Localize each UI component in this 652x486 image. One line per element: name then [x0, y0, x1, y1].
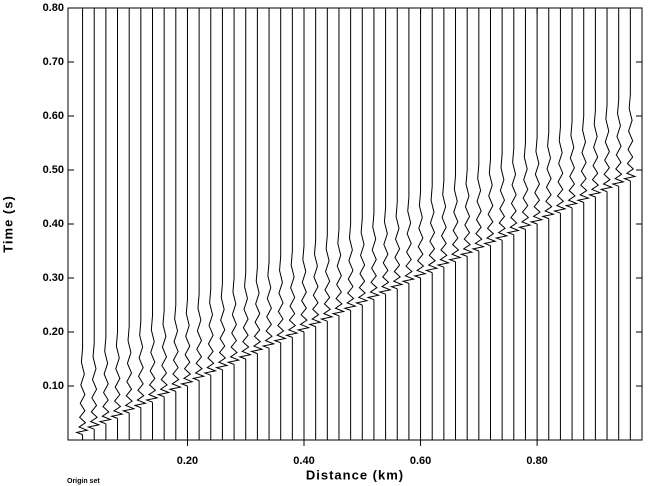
trace-wavelet: [273, 8, 288, 344]
x-tick-label: 0.20: [177, 455, 198, 467]
trace-wavelet: [156, 8, 171, 398]
footnote: Origin set: [67, 478, 100, 485]
trace-wavelet: [424, 8, 439, 274]
trace-wavelet: [576, 8, 591, 203]
trace-wavelet: [308, 8, 323, 328]
trace-wavelet: [506, 8, 521, 236]
trace-wavelet: [541, 8, 556, 220]
y-tick-label: 0.20: [43, 326, 64, 338]
trace-wavelet: [238, 8, 253, 360]
trace-wavelet: [144, 8, 159, 403]
trace-wavelet: [552, 8, 567, 214]
trace-wavelet: [168, 8, 183, 392]
y-tick-label: 0.80: [43, 2, 64, 14]
trace-wavelet: [249, 8, 264, 355]
trace-wavelet: [471, 8, 486, 252]
trace-wavelet: [401, 8, 416, 284]
y-tick-label: 0.10: [43, 380, 64, 392]
trace-wavelet: [261, 8, 276, 349]
trace-wavelet: [133, 8, 148, 409]
trace-wavelet: [319, 8, 334, 322]
trace-wavelet: [214, 8, 229, 371]
trace-wavelet: [611, 8, 626, 187]
trace-wavelet: [587, 8, 602, 198]
trace-wavelet: [517, 8, 532, 230]
trace-wavelet: [436, 8, 451, 268]
trace-wavelet: [377, 8, 392, 295]
trace-wavelet: [342, 8, 358, 311]
y-tick-label: 0.40: [43, 218, 64, 230]
trace-wavelet: [564, 8, 579, 209]
trace-wavelet: [354, 8, 369, 306]
trace-wavelet: [86, 8, 101, 430]
trace-wavelet: [599, 8, 614, 193]
x-axis-label: Distance (km): [306, 467, 404, 482]
trace-wavelet: [366, 8, 381, 301]
trace-wavelet: [74, 8, 89, 436]
trace-wavelet: [331, 8, 346, 317]
trace-wavelet: [191, 8, 206, 382]
plot-frame: [67, 7, 643, 441]
trace-wavelet: [296, 8, 311, 333]
trace-wavelet: [121, 8, 136, 414]
trace-wavelet: [179, 8, 194, 387]
trace-wavelet: [529, 8, 544, 225]
trace-wavelet: [412, 8, 427, 279]
trace-wavelet: [284, 8, 299, 338]
y-tick-label: 0.30: [43, 272, 64, 284]
trace-wavelet: [622, 8, 637, 182]
x-tick-label: 0.40: [293, 455, 314, 467]
y-tick-label: 0.50: [43, 164, 64, 176]
trace-wavelet: [203, 8, 218, 376]
trace-wavelet: [98, 8, 113, 425]
y-tick-label: 0.60: [43, 110, 64, 122]
trace-wavelet: [494, 8, 509, 241]
y-axis-label: Time (s): [0, 195, 15, 253]
y-tick-label: 0.70: [43, 56, 64, 68]
trace-wavelet: [226, 8, 241, 365]
trace-wavelet: [447, 8, 462, 263]
trace-wavelet: [459, 8, 474, 257]
x-tick-label: 0.60: [410, 455, 431, 467]
trace-wavelet: [389, 8, 404, 290]
trace-wavelet: [482, 8, 497, 247]
x-tick-label: 0.80: [526, 455, 547, 467]
trace-wavelet: [109, 8, 124, 419]
